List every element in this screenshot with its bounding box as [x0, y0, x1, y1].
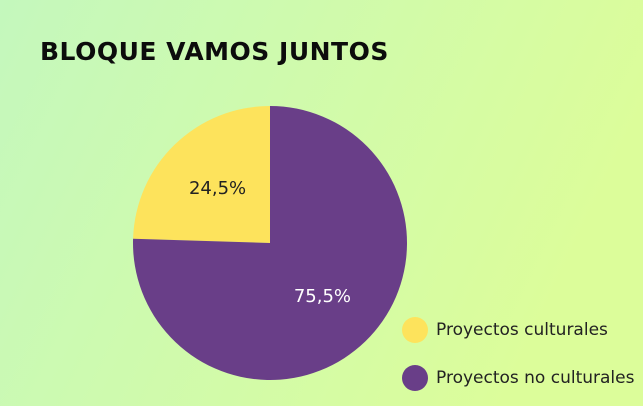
- data-label: 75,5%: [294, 286, 351, 307]
- legend-marker: [402, 365, 428, 391]
- chart-title: BLOQUE VAMOS JUNTOS: [40, 37, 389, 66]
- legend-label: Proyectos culturales: [436, 320, 608, 340]
- data-label: 24,5%: [189, 178, 246, 199]
- legend-label: Proyectos no culturales: [436, 368, 635, 388]
- legend-marker: [402, 317, 428, 343]
- pie-slice: [133, 106, 270, 243]
- pie-slice: [133, 106, 407, 380]
